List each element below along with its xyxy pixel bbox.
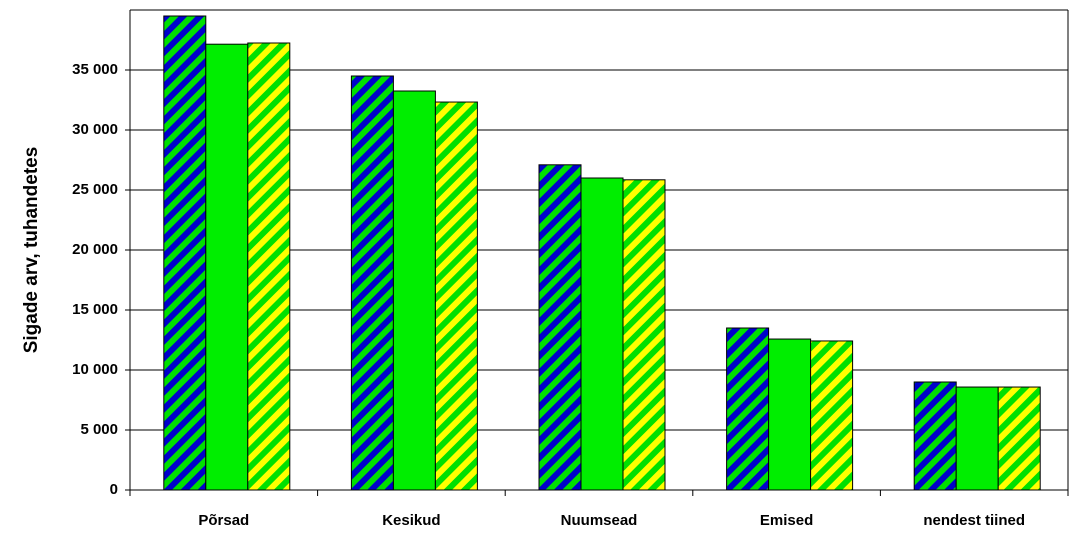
y-tick-label: 15 000: [72, 301, 118, 318]
y-tick-label: 35 000: [72, 61, 118, 78]
y-tick-label: 20 000: [72, 241, 118, 258]
y-tick-label: 30 000: [72, 121, 118, 138]
x-tick-label: Põrsad: [198, 512, 249, 529]
bar: [997, 386, 1041, 491]
y-tick-label: 0: [110, 481, 118, 498]
bar: [768, 338, 812, 491]
x-tick-label: nendest tiined: [923, 512, 1025, 529]
x-tick-label: Nuumsead: [561, 512, 638, 529]
bar: [913, 381, 957, 491]
y-tick-label: 10 000: [72, 361, 118, 378]
bar: [434, 101, 478, 491]
bar: [580, 177, 624, 491]
bar: [810, 340, 854, 491]
y-tick-label: 25 000: [72, 181, 118, 198]
bar: [205, 43, 249, 491]
bar: [726, 327, 770, 491]
y-axis-title: Sigade arv, tuhandetes: [21, 147, 42, 354]
x-tick-label: Kesikud: [382, 512, 440, 529]
bar: [622, 179, 666, 491]
y-tick-label: 5 000: [80, 421, 118, 438]
bar: [392, 90, 436, 491]
x-tick-label: Emised: [760, 512, 813, 529]
bar: [955, 386, 999, 491]
bar: [247, 42, 291, 491]
bar: [350, 75, 394, 491]
bar: [538, 164, 582, 491]
bar: [163, 15, 207, 491]
